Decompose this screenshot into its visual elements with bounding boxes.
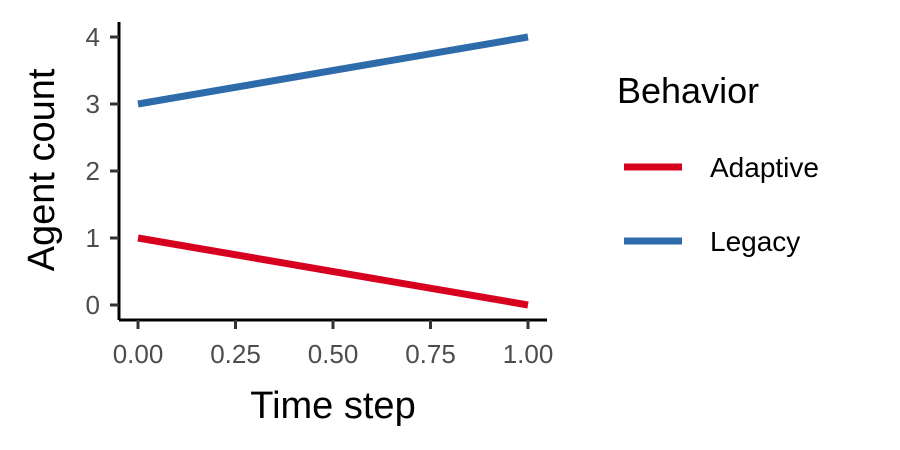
- y-tick-label: 0: [86, 290, 100, 320]
- x-axis-ticks: 0.00 0.25 0.50 0.75 1.00: [113, 320, 554, 369]
- x-tick-label: 1.00: [503, 339, 554, 369]
- y-tick-label: 2: [86, 156, 100, 186]
- plot-area: [137, 33, 529, 309]
- x-tick-label: 0.50: [308, 339, 359, 369]
- legend: Behavior Adaptive Legacy: [617, 70, 819, 257]
- y-axis-ticks: 0 1 2 3 4: [86, 22, 119, 320]
- y-tick-label: 3: [86, 89, 100, 119]
- x-axis-title: Time step: [250, 385, 415, 427]
- y-axis-title: Agent count: [21, 68, 63, 271]
- series-line-legacy: [137, 33, 529, 108]
- y-tick-label: 1: [86, 223, 100, 253]
- series-line-adaptive: [137, 234, 529, 309]
- x-tick-label: 0.00: [113, 339, 164, 369]
- x-tick-label: 0.25: [210, 339, 261, 369]
- legend-title: Behavior: [617, 70, 759, 111]
- y-tick-label: 4: [86, 22, 100, 52]
- legend-items: Adaptive Legacy: [624, 152, 819, 257]
- axes: [117, 22, 547, 322]
- legend-label-adaptive: Adaptive: [710, 152, 819, 183]
- legend-label-legacy: Legacy: [710, 226, 800, 257]
- x-tick-label: 0.75: [405, 339, 456, 369]
